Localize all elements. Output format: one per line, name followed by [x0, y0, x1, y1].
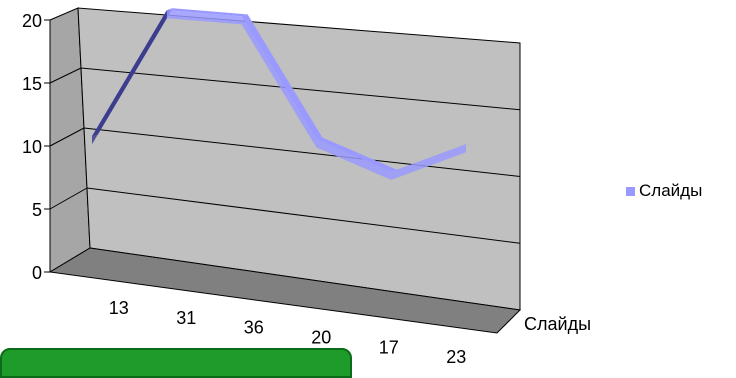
x-tick-label: 23: [446, 347, 466, 367]
chart: 0 5 10 15 20 13 31 36 20 17 23 Слайды: [22, 7, 591, 367]
floor: [48, 247, 522, 334]
series-ribbon-face: [316, 139, 392, 180]
series-ribbon-face: [241, 16, 317, 148]
x-tick-label: 36: [244, 318, 264, 338]
legend-label: Слайды: [639, 181, 703, 200]
side-gridline: [49, 67, 82, 84]
side-gridline: [49, 187, 88, 210]
y-tick-label: 10: [22, 137, 42, 157]
series-ribbon-face: [166, 10, 242, 25]
gridline: [80, 67, 521, 111]
series-ribbon-top: [316, 137, 398, 172]
legend-swatch: [626, 186, 635, 196]
chart-canvas: 0 5 10 15 20 13 31 36 20 17 23 Слайды: [22, 7, 591, 367]
x-tick-label: 31: [176, 308, 196, 328]
y-tick-label: 15: [22, 74, 42, 94]
legend: Слайды: [626, 181, 702, 201]
y-tick-label: 0: [32, 263, 42, 283]
series-ribbon-top: [166, 8, 248, 17]
depth-axis-label: Слайды: [524, 314, 591, 334]
gridline: [86, 187, 521, 244]
series-ribbon-top: [241, 14, 323, 140]
y-tick-label: 20: [22, 11, 42, 31]
gridline: [83, 127, 521, 177]
x-tick-label: 17: [379, 337, 399, 357]
green-banner-tab: [0, 348, 352, 378]
series-ribbon-face: [391, 144, 466, 180]
x-tick-label: 13: [109, 298, 129, 318]
y-tick-label: 5: [32, 200, 42, 220]
side-gridline: [49, 127, 85, 147]
x-tick-label: 20: [311, 327, 331, 347]
series-ribbon-face: [92, 10, 167, 145]
